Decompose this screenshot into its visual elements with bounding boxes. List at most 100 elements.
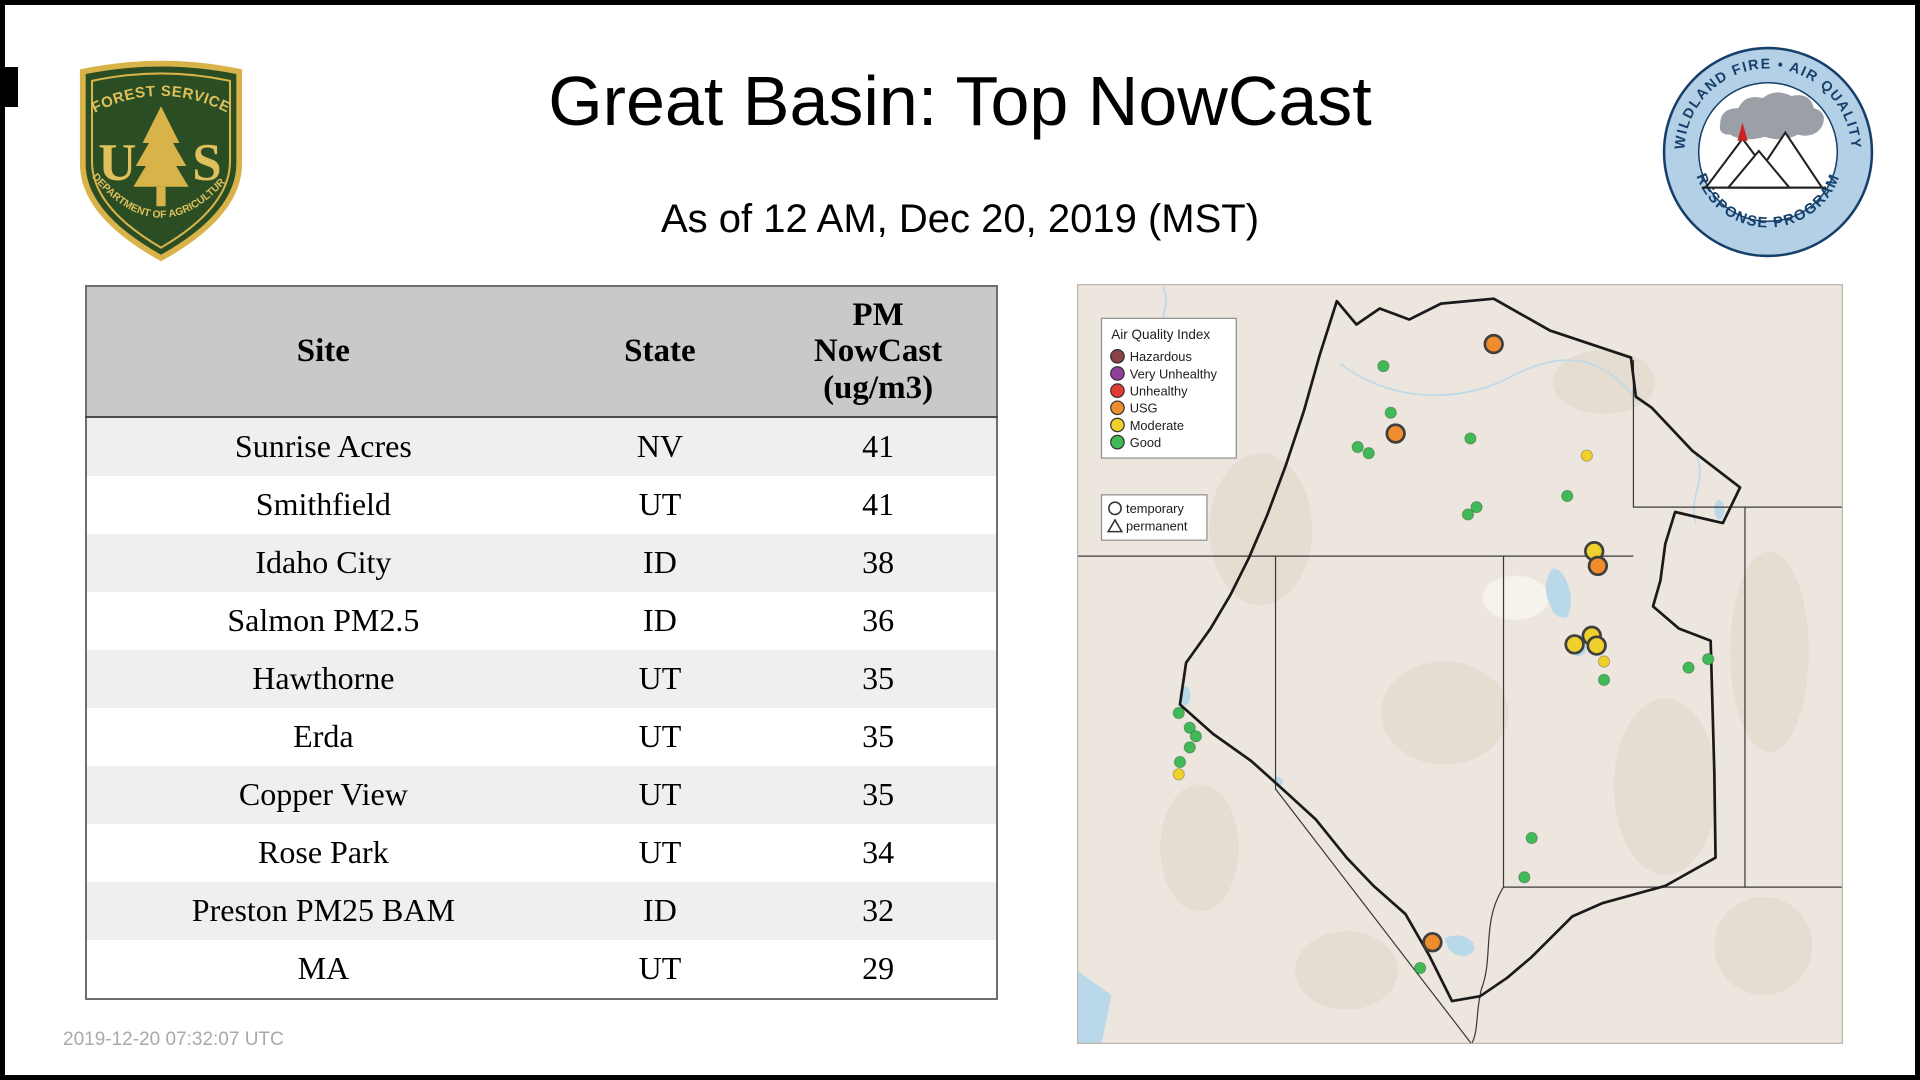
legend-label-permanent: permanent bbox=[1126, 518, 1188, 533]
monitor-marker-usg bbox=[1385, 423, 1406, 444]
aqi-legend-title: Air Quality Index bbox=[1111, 327, 1210, 342]
coast-water bbox=[1077, 970, 1112, 1044]
generated-timestamp: 2019-12-20 07:32:07 UTC bbox=[63, 1029, 284, 1050]
cell-site: Rose Park bbox=[258, 834, 389, 871]
monitor-map: Air Quality Index Hazardous Very Unhealt… bbox=[1077, 284, 1843, 1044]
monitor-marker-good bbox=[1518, 871, 1531, 884]
cell-value: 41 bbox=[862, 486, 895, 523]
cell-state: UT bbox=[638, 950, 682, 987]
monitor-marker-moderate bbox=[1564, 634, 1585, 655]
monitor-marker-good bbox=[1414, 961, 1427, 975]
bear-lake bbox=[1714, 499, 1725, 520]
column-header-value: PM NowCast (ug/m3) bbox=[760, 286, 997, 418]
cell-state: UT bbox=[638, 660, 682, 697]
monitor-marker-good bbox=[1172, 706, 1185, 720]
snake-river bbox=[1339, 359, 1640, 403]
monitor-marker-moderate bbox=[1586, 635, 1607, 656]
terrain-shading bbox=[1160, 350, 1813, 1010]
monitor-marker-good bbox=[1362, 447, 1375, 460]
monitor-marker-good bbox=[1525, 831, 1538, 845]
cell-state: ID bbox=[643, 892, 677, 929]
table-row: Hawthorne UT 35 bbox=[86, 649, 997, 708]
monitor-marker-good bbox=[1173, 755, 1187, 769]
cell-site: Sunrise Acres bbox=[234, 428, 412, 465]
column-header-state: State bbox=[559, 286, 761, 418]
temporary-marker-icon bbox=[1108, 501, 1122, 516]
cell-value: 41 bbox=[862, 428, 895, 465]
state-borders bbox=[1077, 360, 1843, 1044]
cell-site: Copper View bbox=[238, 776, 408, 813]
legend-label-good: Good bbox=[1130, 435, 1161, 450]
monitor-marker-moderate bbox=[1172, 768, 1185, 781]
table-header: Site State PM NowCast (ug/m3) bbox=[86, 286, 997, 418]
cell-site: Smithfield bbox=[255, 486, 391, 523]
cell-value: 38 bbox=[862, 544, 895, 581]
monitor-marker-moderate bbox=[1580, 449, 1593, 462]
monitor-marker-usg bbox=[1422, 932, 1443, 953]
monitor-marker-good bbox=[1464, 432, 1477, 445]
cell-value: 35 bbox=[862, 776, 895, 813]
legend-label-temporary: temporary bbox=[1126, 501, 1184, 516]
table-row: Idaho City ID 38 bbox=[86, 533, 997, 592]
legend-swatch-hazardous bbox=[1110, 348, 1125, 364]
legend-label-moderate: Moderate bbox=[1130, 418, 1184, 433]
monitor-marker-good bbox=[1597, 673, 1611, 687]
monitor-marker-good bbox=[1189, 730, 1203, 743]
legend-label-unhealthy: Unhealthy bbox=[1130, 384, 1188, 399]
shape-legend-box bbox=[1100, 494, 1208, 541]
usfs-logo: FOREST SERVICE U S DEPARTMENT OF AGRICUL… bbox=[66, 43, 253, 263]
legend-swatch-usg bbox=[1110, 400, 1125, 416]
page-subtitle: As of 12 AM, Dec 20, 2019 (MST) bbox=[660, 197, 1260, 241]
cell-state: UT bbox=[638, 486, 682, 523]
smoke-cloud-icon bbox=[1719, 92, 1824, 140]
page-edge-mark bbox=[5, 67, 18, 107]
cell-site: MA bbox=[297, 950, 350, 987]
monitor-marker-usg bbox=[1483, 333, 1504, 355]
aqi-legend: Air Quality Index Hazardous Very Unhealt… bbox=[1100, 317, 1237, 459]
permanent-marker-icon bbox=[1106, 518, 1124, 533]
water-bodies bbox=[1077, 499, 1725, 1044]
legend-swatch-good bbox=[1110, 434, 1125, 450]
cell-state: UT bbox=[638, 718, 682, 755]
great-salt-lake bbox=[1545, 568, 1571, 618]
monitor-marker-good bbox=[1183, 741, 1196, 754]
map-canvas: Air Quality Index Hazardous Very Unhealt… bbox=[1077, 284, 1843, 1044]
map-frame bbox=[1077, 284, 1843, 1044]
nowcast-table-container: Site State PM NowCast (ug/m3) Sunrise Ac… bbox=[85, 285, 998, 1000]
cell-value: 35 bbox=[862, 718, 895, 755]
legend-label-usg: USG bbox=[1130, 401, 1158, 416]
cell-site: Salmon PM2.5 bbox=[227, 602, 420, 639]
cell-site: Preston PM25 BAM bbox=[191, 892, 455, 929]
legend-label-very-unhealthy: Very Unhealthy bbox=[1130, 366, 1218, 381]
monitor-marker-moderate bbox=[1597, 655, 1611, 668]
table-row: Copper View UT 35 bbox=[86, 765, 997, 824]
monitor-marker-usg bbox=[1587, 555, 1609, 577]
column-header-site: Site bbox=[86, 286, 560, 418]
cell-value: 32 bbox=[862, 892, 895, 929]
aqi-legend-box bbox=[1100, 317, 1237, 459]
table-row: Preston PM25 BAM ID 32 bbox=[86, 881, 997, 940]
shape-legend: temporary permanent bbox=[1100, 494, 1208, 541]
monitor-marker-good bbox=[1384, 406, 1397, 419]
cell-state: UT bbox=[638, 776, 682, 813]
cell-value: 34 bbox=[862, 834, 895, 871]
usfs-shield-icon: FOREST SERVICE U S DEPARTMENT OF AGRICUL… bbox=[66, 43, 243, 262]
mountains-icon bbox=[1703, 130, 1824, 189]
shield-pinstripe bbox=[90, 72, 232, 249]
legend-swatch-moderate bbox=[1110, 417, 1125, 433]
cell-state: ID bbox=[643, 544, 677, 581]
monitor-marker-good bbox=[1461, 508, 1475, 521]
salt-flats bbox=[1482, 575, 1549, 620]
table-row: Rose Park UT 34 bbox=[86, 823, 997, 882]
page-title: Great Basin: Top NowCast bbox=[548, 62, 1372, 140]
great-basin-boundary bbox=[1178, 297, 1742, 1003]
table-row: MA UT 29 bbox=[86, 939, 997, 999]
flame-icon bbox=[1737, 122, 1748, 141]
map-markers bbox=[1172, 333, 1715, 975]
table-row: Sunrise Acres NV 41 bbox=[86, 416, 997, 476]
monitor-marker-good bbox=[1351, 440, 1364, 454]
wfaqrp-logo: WILDLAND FIRE • AIR QUALITY RESPONSE PRO… bbox=[1661, 45, 1875, 259]
wfaqrp-circle-icon: WILDLAND FIRE • AIR QUALITY RESPONSE PRO… bbox=[1662, 46, 1874, 258]
monitor-marker-good bbox=[1561, 489, 1574, 503]
